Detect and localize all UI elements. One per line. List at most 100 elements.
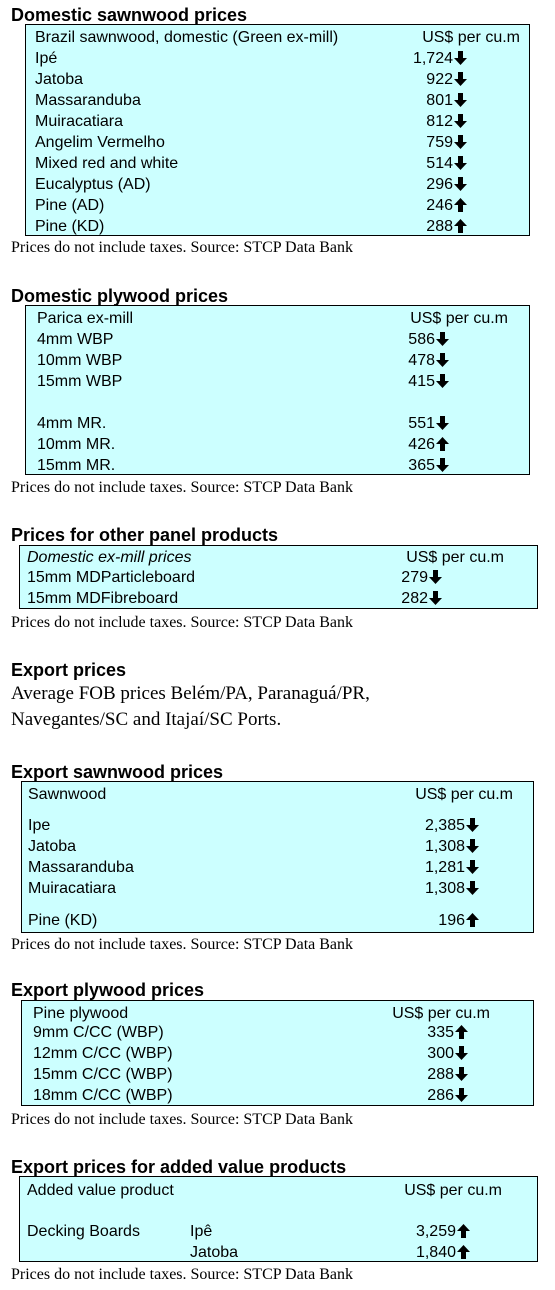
- header-unit: US$ per cu.m: [422, 29, 520, 46]
- price-value: 1,281: [424, 859, 465, 876]
- up-arrow-icon: [454, 219, 467, 233]
- down-arrow-icon: [454, 177, 467, 191]
- price-value: 296: [426, 176, 453, 193]
- row-label: 15mm MR.: [37, 457, 116, 474]
- row-value: 1,840: [416, 1243, 470, 1263]
- table-row: 18mm C/CC (WBP) 286: [33, 1086, 468, 1106]
- row-label: Ipe: [28, 817, 51, 834]
- price-value: 286: [427, 1087, 454, 1104]
- domestic-sawnwood-table: Brazil sawnwood, domestic (Green ex-mill…: [25, 24, 530, 236]
- row-value: 426: [408, 435, 449, 455]
- row-value: 3,259: [416, 1222, 470, 1242]
- row-value: 335: [427, 1023, 468, 1043]
- row-label: 15mm MDFibreboard: [27, 590, 179, 607]
- down-arrow-icon: [454, 156, 467, 170]
- row-value: 551: [408, 414, 449, 434]
- source-note: Prices do not include taxes. Source: STC…: [11, 479, 354, 496]
- table-row: 15mm MDFibreboard 282: [27, 589, 442, 609]
- row-value: 514: [426, 154, 467, 174]
- table-header: Brazil sawnwood, domestic (Green ex-mill…: [35, 28, 520, 48]
- header-unit: US$ per cu.m: [392, 1005, 490, 1022]
- price-value: 551: [408, 415, 435, 432]
- row-label: Pine (KD): [28, 912, 98, 929]
- source-note: Prices do not include taxes. Source: STC…: [11, 239, 354, 256]
- row-label: 4mm MR.: [37, 415, 107, 432]
- row-value: 288: [426, 217, 467, 237]
- table-row: Pine (KD) 196: [28, 911, 479, 931]
- row-label: Ipê: [190, 1223, 213, 1240]
- up-arrow-icon: [466, 913, 479, 927]
- table-row: Eucalyptus (AD) 296: [35, 175, 467, 195]
- table-row: 10mm MR. 426: [37, 435, 449, 455]
- row-label: 10mm MR.: [37, 436, 116, 453]
- table-row: Pine (KD) 288: [35, 217, 467, 237]
- price-value: 300: [427, 1045, 454, 1062]
- row-label: Jatoba: [28, 838, 77, 855]
- table-row: Ipê 3,259: [190, 1222, 470, 1242]
- row-value: 812: [426, 112, 467, 132]
- down-arrow-icon: [454, 135, 467, 149]
- down-arrow-icon: [436, 332, 449, 346]
- down-arrow-icon: [454, 93, 467, 107]
- source-note: Prices do not include taxes. Source: STC…: [11, 1111, 354, 1128]
- header-label: Brazil sawnwood, domestic (Green ex-mill…: [35, 29, 339, 46]
- down-arrow-icon: [466, 860, 479, 874]
- source-note: Prices do not include taxes. Source: STC…: [11, 614, 354, 631]
- price-value: 812: [426, 113, 453, 130]
- row-label: Jatoba: [190, 1244, 239, 1261]
- row-value: 365: [408, 456, 449, 476]
- header-unit: US$ per cu.m: [404, 1182, 502, 1199]
- table-header: Sawnwood US$ per cu.m: [28, 785, 513, 805]
- header-unit: US$ per cu.m: [406, 549, 504, 566]
- price-value: 1,308: [424, 880, 465, 897]
- row-label: Pine (AD): [35, 197, 105, 214]
- header-label: Sawnwood: [28, 786, 107, 803]
- row-value: 801: [426, 91, 467, 111]
- price-value: 1,724: [412, 50, 453, 67]
- source-note: Prices do not include taxes. Source: STC…: [11, 1266, 354, 1283]
- down-arrow-icon: [436, 458, 449, 472]
- price-value: 246: [426, 197, 453, 214]
- table-header: Parica ex-mill US$ per cu.m: [37, 309, 508, 329]
- table-row: Muiracatiara 812: [35, 112, 467, 132]
- section-title-other-panels: Prices for other panel products: [11, 525, 279, 545]
- row-value: 415: [408, 372, 449, 392]
- section-title-export-plywood: Export plywood prices: [11, 980, 205, 1000]
- table-row: 15mm C/CC (WBP) 288: [33, 1065, 468, 1085]
- other-panels-table: Domestic ex-mill prices US$ per cu.m 15m…: [19, 545, 538, 609]
- row-label: Massaranduba: [28, 859, 134, 876]
- down-arrow-icon: [466, 818, 479, 832]
- up-arrow-icon: [457, 1224, 470, 1238]
- table-row: Massaranduba 801: [35, 91, 467, 111]
- table-header: Added value product US$ per cu.m: [27, 1181, 502, 1201]
- down-arrow-icon: [454, 72, 467, 86]
- header-label: Added value product: [27, 1182, 174, 1199]
- price-value: 288: [427, 1066, 454, 1083]
- down-arrow-icon: [454, 114, 467, 128]
- price-value: 365: [408, 457, 435, 474]
- down-arrow-icon: [436, 353, 449, 367]
- table-header: Domestic ex-mill prices US$ per cu.m: [27, 548, 504, 568]
- up-arrow-icon: [454, 198, 467, 212]
- price-value: 282: [401, 590, 428, 607]
- row-label: 4mm WBP: [37, 331, 114, 348]
- header-label: Domestic ex-mill prices: [27, 549, 192, 566]
- price-value: 1,840: [415, 1244, 456, 1261]
- row-value: 759: [426, 133, 467, 153]
- price-value: 1,308: [424, 838, 465, 855]
- up-arrow-icon: [455, 1025, 468, 1039]
- price-value: 3,259: [415, 1223, 456, 1240]
- table-row: Jatoba 922: [35, 70, 467, 90]
- down-arrow-icon: [466, 839, 479, 853]
- row-value: 279: [401, 568, 442, 588]
- down-arrow-icon: [455, 1067, 468, 1081]
- table-row: 4mm MR. 551: [37, 414, 449, 434]
- price-value: 2,385: [424, 817, 465, 834]
- row-label: 15mm WBP: [37, 373, 123, 390]
- row-label: 15mm MDParticleboard: [27, 569, 196, 586]
- down-arrow-icon: [436, 416, 449, 430]
- export-prices-description-line-1: Average FOB prices Belém/PA, Paranaguá/P…: [11, 683, 370, 704]
- row-value: 922: [426, 70, 467, 90]
- price-value: 415: [408, 373, 435, 390]
- table-row: Angelim Vermelho 759: [35, 133, 467, 153]
